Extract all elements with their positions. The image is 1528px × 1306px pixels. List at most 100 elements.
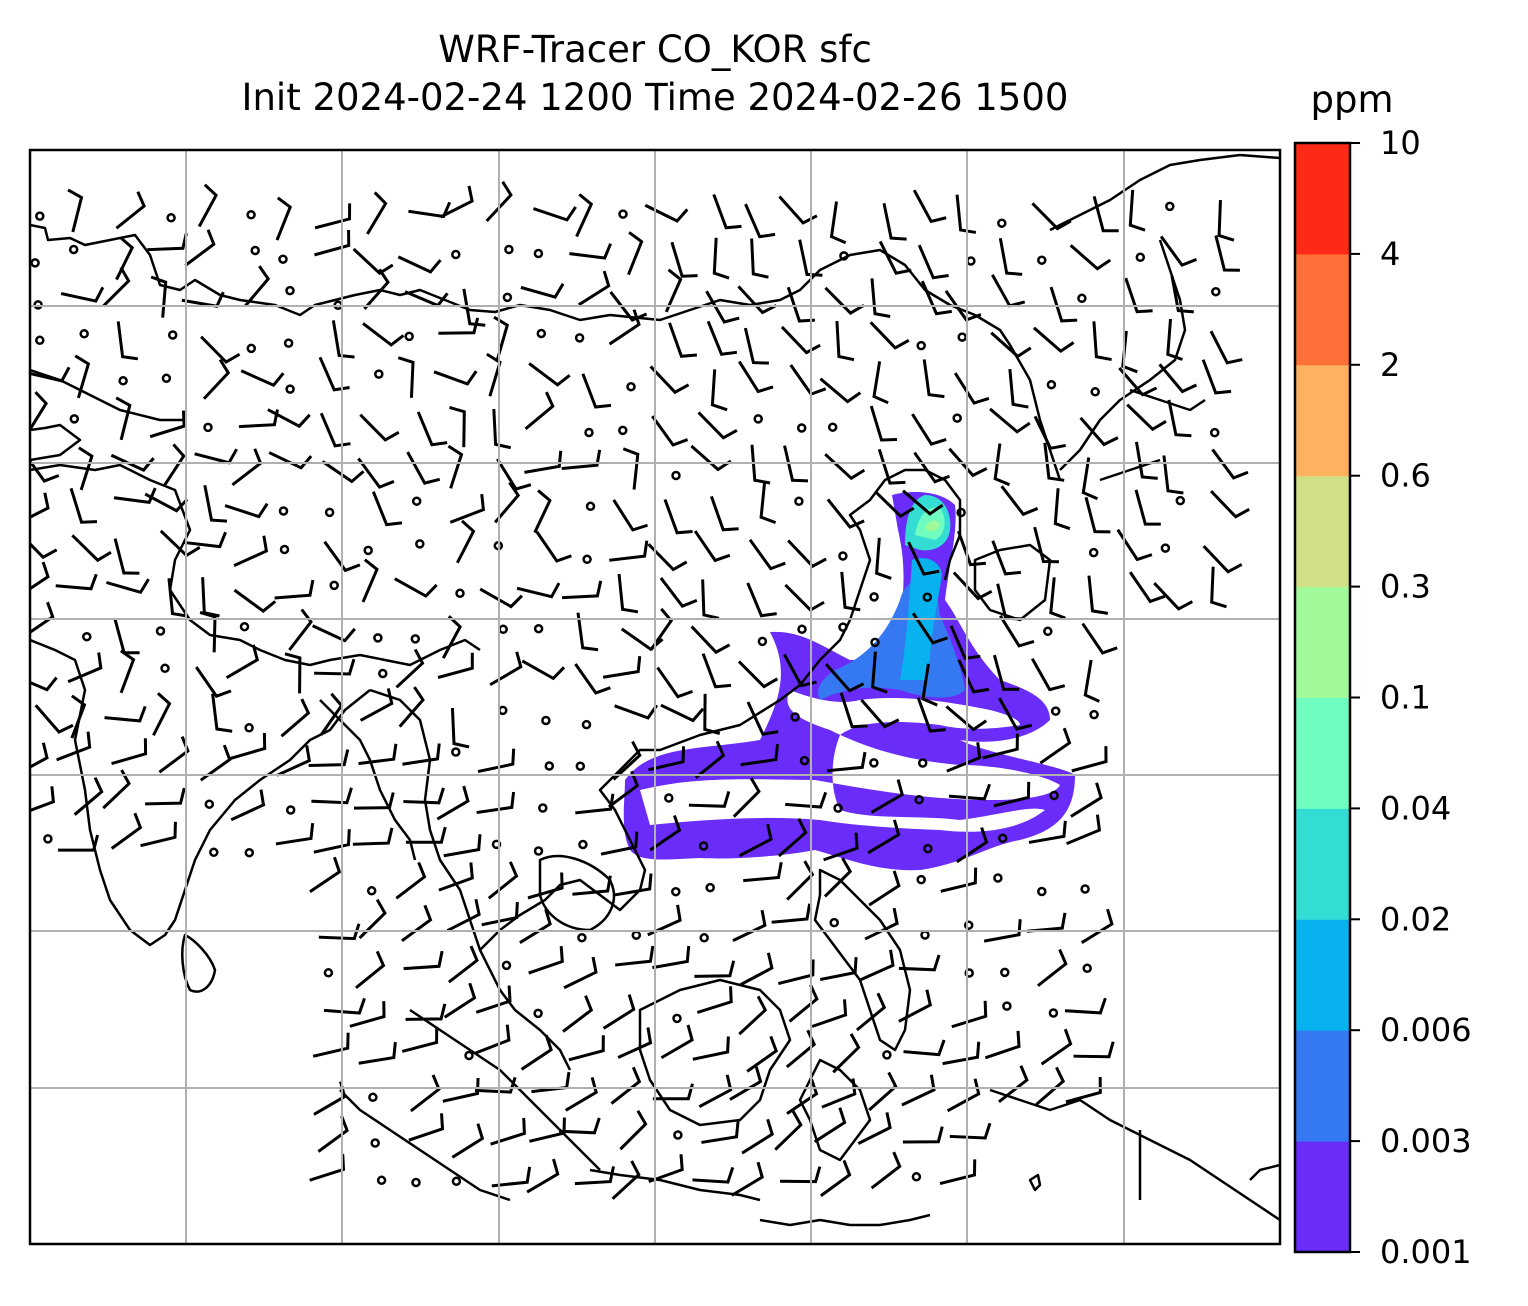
calm-wind-marker (1082, 963, 1092, 974)
wind-barb (644, 203, 689, 223)
wind-barb (331, 320, 355, 359)
wind-barb (609, 540, 649, 562)
wind-barb (701, 579, 720, 620)
calm-wind-marker (618, 209, 628, 219)
wind-barb (113, 487, 157, 505)
wind-barb (737, 660, 779, 689)
wind-barb (371, 491, 403, 527)
wind-barb (999, 615, 1035, 648)
wind-barb (694, 740, 726, 779)
wind-barb (1081, 457, 1099, 501)
wind-barb (1084, 496, 1111, 534)
calm-wind-marker (498, 705, 508, 716)
calm-wind-marker (368, 1092, 378, 1103)
wind-barb (140, 821, 177, 848)
wind-barb (1121, 330, 1138, 374)
wind-barb (361, 558, 379, 603)
wind-barb (230, 789, 266, 822)
wind-barb (441, 615, 462, 659)
wind-barb (569, 243, 612, 260)
wind-barb (832, 1033, 861, 1074)
wind-barb (690, 444, 732, 472)
wind-barb (275, 822, 315, 846)
wind-barb (949, 1122, 992, 1140)
wind-barb (436, 785, 470, 821)
calm-wind-marker (916, 340, 926, 351)
wind-barb (1217, 200, 1235, 242)
wind-barb (916, 697, 946, 733)
wind-barb (692, 1036, 730, 1061)
wind-barb (600, 831, 639, 856)
wind-barb (647, 543, 688, 572)
wind-barb (608, 770, 640, 808)
calm-wind-marker (502, 292, 513, 303)
wind-barb (1043, 442, 1065, 482)
wind-barb (867, 819, 901, 855)
calm-wind-marker (797, 624, 807, 635)
wind-barb (475, 985, 512, 1014)
calm-wind-marker (35, 211, 45, 221)
wind-barb (692, 1166, 735, 1184)
wind-barb (563, 956, 598, 990)
calm-wind-marker (1049, 790, 1059, 801)
wind-barb (732, 909, 767, 943)
wind-barb (313, 829, 351, 854)
wind-barb (274, 579, 315, 600)
wind-barb (403, 787, 445, 805)
wind-barb (746, 1035, 779, 1073)
wind-barb (481, 902, 519, 927)
wind-barb (524, 450, 563, 474)
wind-barb (780, 325, 821, 355)
wind-barb (275, 196, 293, 241)
wind-barb (487, 861, 519, 900)
wind-barb (231, 448, 263, 487)
wind-barb (660, 1024, 694, 1060)
wind-barb (649, 607, 674, 651)
wind-barb (746, 701, 779, 736)
wind-barb (1118, 366, 1158, 397)
calm-wind-marker (1175, 495, 1186, 506)
wind-barb (698, 1074, 733, 1109)
calm-wind-marker (209, 847, 219, 858)
calm-wind-marker (285, 805, 296, 815)
wind-barb (741, 1118, 774, 1155)
wind-barb (1081, 622, 1118, 655)
calm-wind-marker (533, 623, 544, 634)
wind-barb (829, 201, 847, 245)
wind-barb (199, 744, 232, 782)
calm-wind-marker (451, 747, 461, 757)
wind-barb (519, 908, 552, 944)
wind-barb (1064, 997, 1107, 1015)
wind-barb (602, 656, 642, 679)
wind-barb (870, 278, 891, 318)
wind-barb (30, 492, 50, 519)
wind-barb (397, 356, 415, 398)
wind-barb (648, 746, 686, 772)
wind-barb (323, 997, 366, 1015)
wind-barb (945, 705, 988, 732)
wind-barb (1128, 189, 1146, 232)
calm-wind-marker (411, 1177, 421, 1188)
wind-barb (785, 791, 828, 809)
wind-barb (308, 749, 350, 768)
wind-barb (455, 519, 476, 564)
wind-barb (709, 495, 739, 532)
wind-barb (1126, 403, 1167, 432)
wind-barb (917, 244, 949, 280)
wind-barb (145, 787, 186, 806)
wind-barb (614, 704, 659, 720)
calm-wind-marker (993, 873, 1003, 883)
wind-barb (1162, 455, 1184, 495)
wind-barb (957, 659, 990, 694)
wind-barb (610, 1066, 642, 1105)
wind-barb (823, 857, 853, 898)
wind-barb (901, 1074, 936, 1107)
calm-wind-marker (790, 712, 800, 722)
colorbar-tick-label: 10 (1380, 124, 1421, 162)
wind-barb (576, 612, 599, 652)
wind-barb (102, 769, 131, 810)
wind-barb (1092, 195, 1119, 233)
wind-barb (1040, 1028, 1073, 1066)
wind-barb (309, 1153, 346, 1182)
